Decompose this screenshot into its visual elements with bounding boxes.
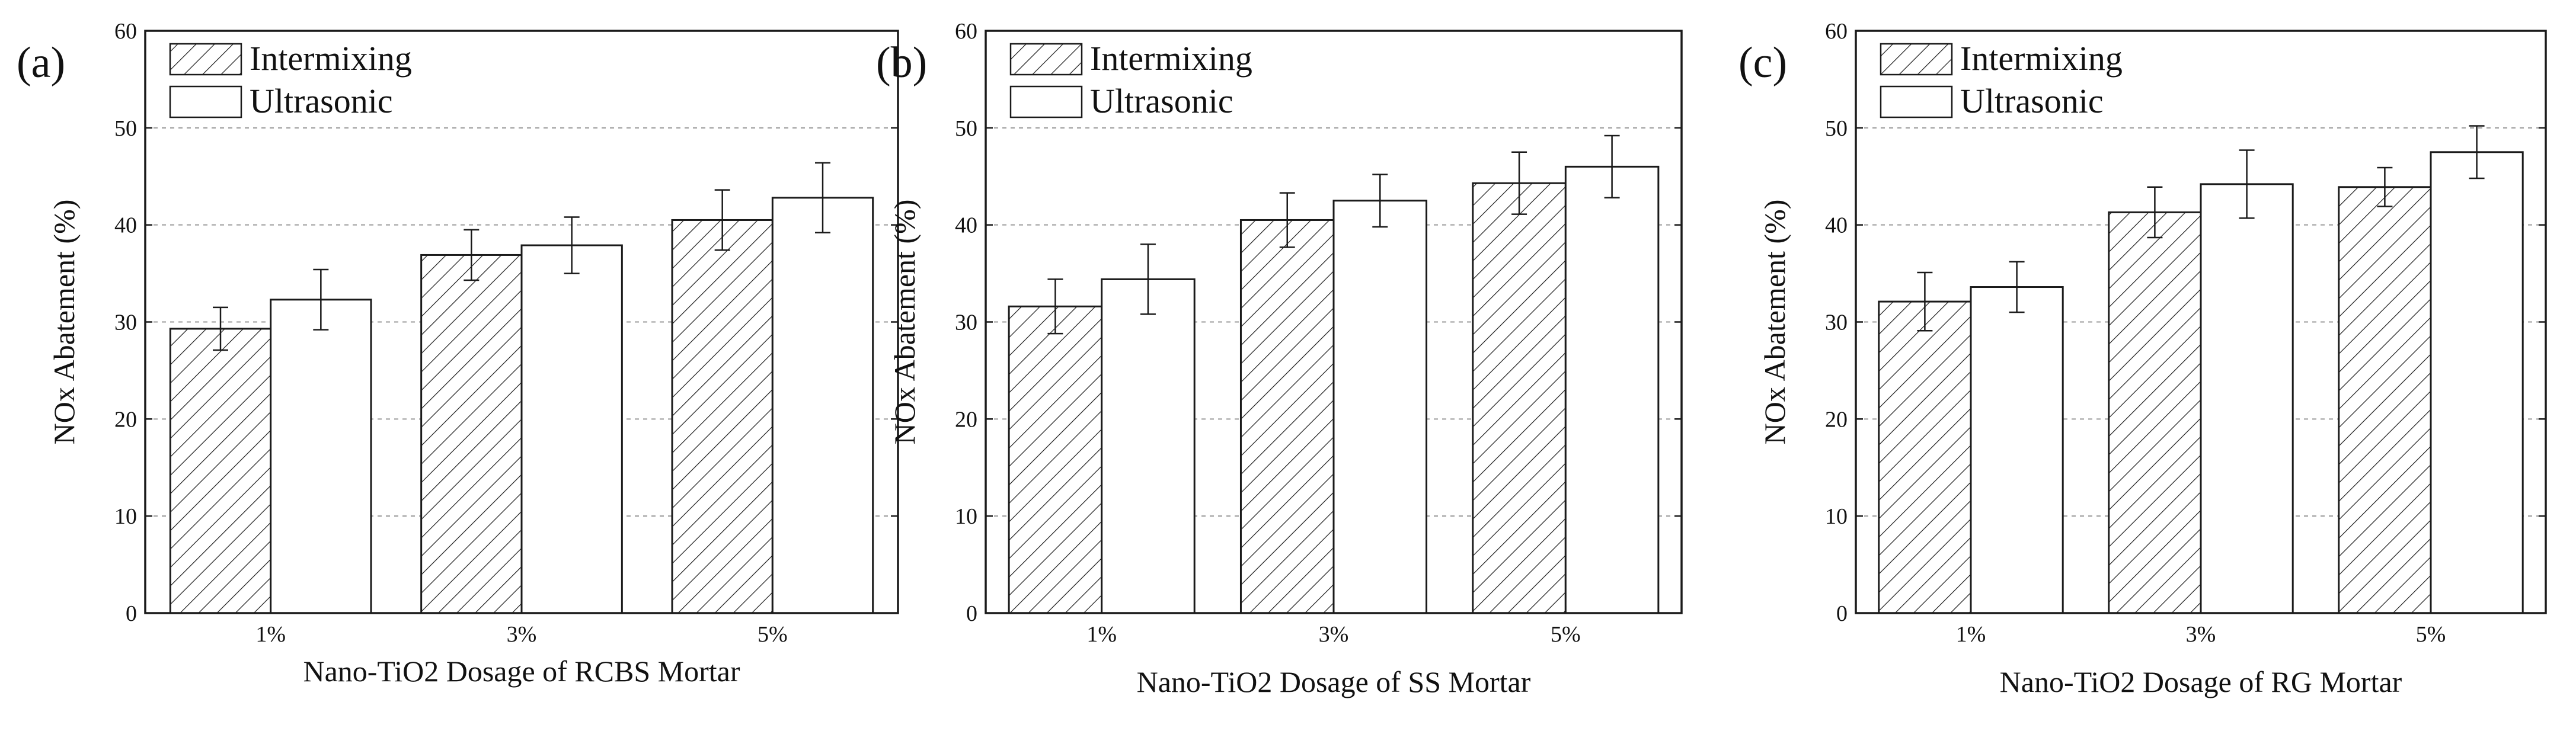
bar-ultrasonic-3pct	[2200, 183, 2294, 614]
y-tick-label: 30	[955, 310, 977, 335]
y-axis-title: NOx Abatement (%)	[888, 200, 921, 445]
legend-swatch-intermixing	[1880, 43, 1953, 76]
x-tick-label: 1%	[255, 622, 286, 647]
y-tick-label: 40	[955, 213, 977, 238]
bar-ultrasonic-1pct	[1101, 278, 1196, 614]
bar-intermixing-3pct	[2108, 211, 2202, 614]
legend-swatch-ultrasonic	[169, 85, 242, 118]
error-bar	[1140, 243, 1156, 315]
y-tick-label: 10	[1825, 504, 1848, 529]
x-tick-label: 1%	[1956, 622, 1986, 647]
legend-label-ultrasonic: Ultrasonic	[1960, 82, 2104, 120]
chart-panel-2: 1% 3% 5% 0 10 20 30 40 50 60 Intermixing Ultrasonic…	[876, 19, 1683, 698]
y-tick-label: 0	[1836, 601, 1848, 626]
y-tick-label: 50	[1825, 116, 1848, 141]
legend: Intermixing Ultrasonic	[1009, 39, 1252, 120]
error-bar	[464, 229, 480, 281]
plot-frame	[1855, 30, 2547, 614]
error-bar	[714, 189, 730, 251]
bar-intermixing-3pct	[420, 254, 523, 614]
panel-label: (a)	[17, 39, 65, 87]
chart-panel-1: 1% 3% 5% 0 10 20 30 40 50 60 Intermixing Ultrasonic…	[17, 19, 899, 688]
bar-ultrasonic-5pct	[2430, 151, 2524, 614]
legend-swatch-ultrasonic	[1009, 85, 1083, 118]
y-tick-label: 30	[1825, 310, 1848, 335]
y-tick-label: 60	[955, 19, 977, 44]
bar-ultrasonic-1pct	[270, 299, 372, 614]
error-bar	[1279, 192, 1295, 248]
y-tick-label: 50	[114, 116, 137, 141]
bar-intermixing-3pct	[1239, 219, 1335, 614]
error-bar	[1372, 174, 1388, 228]
error-bar	[815, 162, 830, 234]
bar-ultrasonic-3pct	[1332, 200, 1428, 614]
y-tick-label: 40	[114, 213, 137, 238]
error-bar	[2147, 186, 2163, 239]
x-tick-label: 5%	[2416, 622, 2446, 647]
error-bar	[1047, 278, 1063, 335]
error-bar	[2377, 166, 2393, 207]
plot-frame	[144, 30, 899, 614]
legend: Intermixing Ultrasonic	[1880, 39, 2123, 120]
bar-intermixing-1pct	[169, 328, 272, 614]
legend-swatch-ultrasonic	[1880, 85, 1953, 118]
legend: Intermixing Ultrasonic	[169, 39, 412, 120]
bar-intermixing-5pct	[1472, 182, 1567, 614]
x-axis-title: Nano-TiO2 Dosage of RCBS Mortar	[303, 655, 740, 688]
error-bar	[564, 216, 580, 274]
error-bar	[1917, 271, 1933, 332]
plot-frame	[985, 30, 1683, 614]
x-tick-label: 5%	[1551, 622, 1581, 647]
legend-label-ultrasonic: Ultrasonic	[1090, 82, 1233, 120]
y-tick-label: 20	[1825, 407, 1848, 432]
y-axis-title: NOx Abatement (%)	[1758, 200, 1791, 445]
bar-ultrasonic-1pct	[1970, 286, 2064, 614]
y-tick-label: 20	[955, 407, 977, 432]
error-bar	[213, 306, 228, 351]
x-tick-label: 3%	[2186, 622, 2216, 647]
bar-intermixing-1pct	[1878, 300, 1972, 614]
bar-ultrasonic-5pct	[771, 197, 874, 614]
error-bar	[2469, 125, 2485, 179]
legend-label-intermixing: Intermixing	[250, 39, 412, 78]
x-axis-title: Nano-TiO2 Dosage of RG Mortar	[2000, 665, 2402, 698]
x-tick-label: 5%	[758, 622, 788, 647]
y-tick-label: 60	[1825, 19, 1848, 44]
y-tick-label: 60	[114, 19, 137, 44]
y-tick-label: 0	[966, 601, 977, 626]
panel-label: (c)	[1738, 39, 1787, 87]
y-tick-label: 20	[114, 407, 137, 432]
bar-ultrasonic-3pct	[520, 244, 623, 614]
bar-intermixing-5pct	[671, 219, 774, 614]
y-tick-label: 30	[114, 310, 137, 335]
x-tick-label: 3%	[507, 622, 537, 647]
chart-panel-3: 1% 3% 5% 0 10 20 30 40 50 60 Intermixing Ultrasonic…	[1738, 19, 2547, 698]
error-bar	[1511, 151, 1527, 215]
legend-label-intermixing: Intermixing	[1090, 39, 1252, 78]
y-tick-label: 10	[114, 504, 137, 529]
x-axis-title: Nano-TiO2 Dosage of SS Mortar	[1137, 665, 1531, 698]
legend-label-ultrasonic: Ultrasonic	[250, 82, 393, 120]
x-tick-label: 3%	[1319, 622, 1349, 647]
y-axis-title: NOx Abatement (%)	[47, 200, 81, 445]
y-tick-label: 10	[955, 504, 977, 529]
legend-swatch-intermixing	[1009, 43, 1083, 76]
legend-swatch-intermixing	[169, 43, 242, 76]
legend-label-intermixing: Intermixing	[1960, 39, 2123, 78]
y-tick-label: 0	[126, 601, 137, 626]
bar-intermixing-5pct	[2338, 186, 2432, 614]
bar-intermixing-1pct	[1008, 305, 1103, 614]
error-bar	[2239, 149, 2255, 219]
error-bar	[1604, 134, 1620, 199]
error-bar	[2009, 261, 2025, 313]
y-tick-label: 40	[1825, 213, 1848, 238]
y-tick-label: 50	[955, 116, 977, 141]
x-tick-label: 1%	[1086, 622, 1117, 647]
panel-label: (b)	[876, 39, 927, 87]
error-bar	[313, 268, 329, 331]
bar-ultrasonic-5pct	[1564, 165, 1660, 614]
